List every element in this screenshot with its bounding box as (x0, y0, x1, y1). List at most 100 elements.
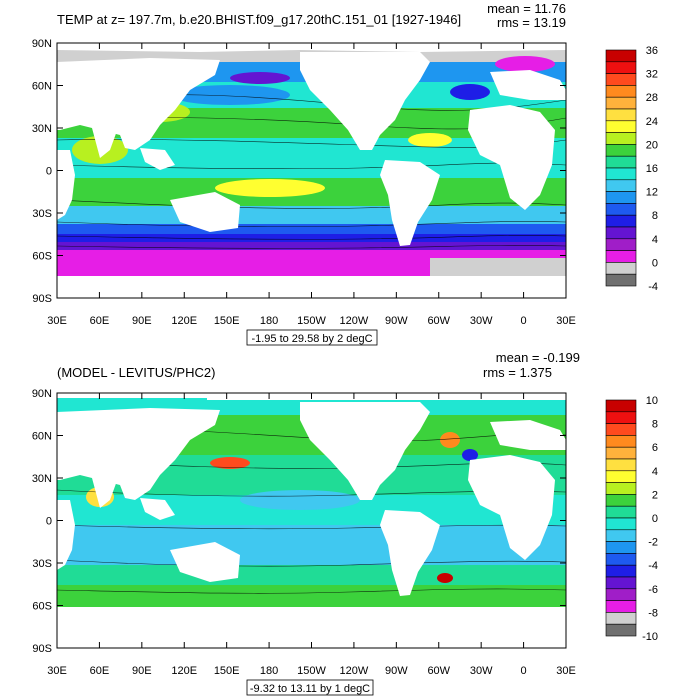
colorbar-label: -4 (648, 560, 658, 572)
colorbar-swatch (605, 214, 637, 228)
top-panel-title: TEMP at z= 197.7m, b.e20.BHIST.f09_g17.2… (57, 12, 461, 27)
top-panel-mean: mean = 11.76 (487, 1, 566, 16)
top-panel-rms: rms = 13.19 (497, 15, 566, 30)
lon-label: 90W (385, 665, 408, 677)
lat-label: 60S (32, 601, 52, 613)
colorbar-swatch (605, 179, 637, 192)
colorbar-swatch (605, 411, 637, 424)
colorbar-swatch (605, 108, 637, 122)
colorbar-label: -8 (648, 607, 658, 619)
colorbar-label: 32 (646, 69, 658, 81)
lon-label: 150W (297, 315, 326, 327)
lat-label: 90N (32, 38, 52, 50)
lon-label: 120W (340, 315, 369, 327)
colorbar-label: 36 (646, 45, 658, 57)
colorbar-swatch (605, 61, 637, 74)
lon-label: 150E (214, 315, 240, 327)
colorbar-swatch (605, 203, 637, 216)
colorbar-swatch (605, 399, 637, 413)
colorbar-swatch (605, 250, 637, 263)
bottom-panel-rms: rms = 1.375 (483, 365, 552, 380)
colorbar-swatch (605, 470, 637, 483)
colorbar-label: 10 (646, 395, 658, 407)
lon-label: 60W (427, 315, 450, 327)
colorbar-swatch (605, 623, 637, 637)
colorbar-swatch (605, 505, 637, 519)
top-lon-axis: 30E 60E 90E 120E 150E 180 150W 120W 90W 60W 30W 0 30… (47, 43, 576, 327)
lon-label: 30E (556, 665, 576, 677)
bottom-panel-title: (MODEL - LEVITUS/PHC2) (57, 365, 215, 380)
top-map-field (57, 43, 566, 298)
colorbar-swatch (605, 600, 637, 613)
lon-label: 30E (47, 315, 67, 327)
colorbar-swatch (605, 494, 637, 507)
lon-label: 90E (132, 315, 152, 327)
lon-label: 120W (340, 665, 369, 677)
lat-label: 60N (32, 431, 52, 443)
colorbar-swatch (605, 262, 637, 275)
colorbar-label: 4 (652, 466, 658, 478)
lon-label: 30W (470, 665, 493, 677)
colorbar-swatch (605, 167, 637, 181)
colorbar-swatch (605, 482, 637, 495)
colorbar-swatch (605, 529, 637, 542)
lat-label: 0 (46, 166, 52, 178)
colorbar-label: 8 (652, 210, 658, 222)
lat-label: 60S (32, 251, 52, 263)
lon-label: 60E (90, 315, 110, 327)
colorbar-swatch (605, 49, 637, 63)
top-colorbar: 36 32 28 24 20 16 12 8 4 0 -4 (605, 45, 658, 293)
lat-label: 30N (32, 123, 52, 135)
lon-label: 30W (470, 315, 493, 327)
lat-label: 0 (46, 516, 52, 528)
lon-label: 0 (521, 315, 527, 327)
colorbar-label: 8 (652, 419, 658, 431)
lon-label: 180 (260, 665, 278, 677)
colorbar-label: -2 (648, 537, 658, 549)
colorbar-swatch (605, 541, 637, 554)
colorbar-label: -6 (648, 584, 658, 596)
colorbar-label: 20 (646, 139, 658, 151)
lat-label: 30S (32, 208, 52, 220)
colorbar-label: 16 (646, 163, 658, 175)
colorbar-swatch (605, 576, 637, 590)
lat-label: 30S (32, 558, 52, 570)
bottom-range-label: -9.32 to 13.11 by 1 degC (250, 683, 370, 695)
kuroshio-anomaly (210, 457, 250, 469)
colorbar-swatch (605, 423, 637, 436)
lon-label: 30E (556, 315, 576, 327)
colorbar-label: 0 (652, 257, 658, 269)
colorbar-swatch (605, 96, 637, 110)
lat-label: 90S (32, 643, 52, 655)
lat-label: 90S (32, 293, 52, 305)
lon-label: 30E (47, 665, 67, 677)
colorbar-swatch (605, 588, 637, 601)
bottom-map-field (57, 393, 566, 648)
colorbar-swatch (605, 120, 637, 133)
colorbar-swatch (605, 238, 637, 251)
top-panel: TEMP at z= 197.7m, b.e20.BHIST.f09_g17.2… (32, 1, 658, 346)
bottom-range-box (246, 679, 374, 696)
colorbar-label: 12 (646, 187, 658, 199)
colorbar-swatch (605, 458, 637, 472)
colorbar-swatch (605, 73, 637, 86)
colorbar-label: 4 (652, 234, 658, 246)
top-range-box (246, 329, 378, 346)
top-range-label: -1.95 to 29.58 by 2 degC (251, 333, 372, 345)
lon-label: 0 (521, 665, 527, 677)
colorbar-label: 2 (652, 489, 658, 501)
top-lat-axis: 90N 60N 30N 0 30S 60S 90S (32, 38, 566, 305)
lat-label: 60N (32, 81, 52, 93)
colorbar-swatch (605, 144, 637, 157)
lon-label: 180 (260, 315, 278, 327)
lon-label: 90W (385, 315, 408, 327)
lon-label: 150E (214, 665, 240, 677)
bottom-colorbar: 10 8 6 4 2 0 -2 -4 -6 -8 -10 (605, 395, 658, 643)
lon-label: 120E (171, 315, 197, 327)
colorbar-swatch (605, 435, 637, 448)
lon-label: 150W (297, 665, 326, 677)
colorbar-label: 6 (652, 442, 658, 454)
colorbar-label: 24 (646, 116, 658, 128)
bottom-panel: (MODEL - LEVITUS/PHC2) mean = -0.199 rms… (32, 350, 658, 696)
